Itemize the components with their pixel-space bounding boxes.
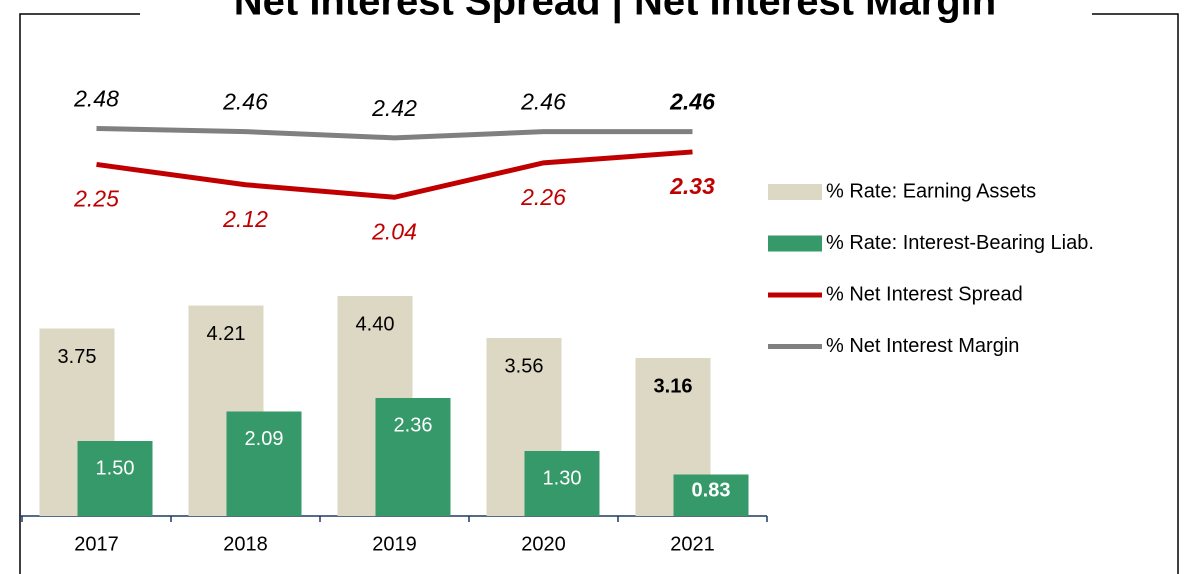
legend-swatch <box>768 235 822 252</box>
line <box>96 149 693 200</box>
legend-label: % Net Interest Spread <box>826 283 1023 305</box>
value-label: 2.26 <box>520 184 566 210</box>
value-label: 1.50 <box>96 457 135 479</box>
x-tick-label: 2017 <box>74 533 119 555</box>
legend-label: % Rate: Interest-Bearing Liab. <box>826 232 1094 254</box>
x-tick-label: 2020 <box>521 533 566 555</box>
value-label: 2.42 <box>371 95 417 121</box>
value-label: 2.48 <box>73 86 119 112</box>
value-label: 2.46 <box>669 89 715 115</box>
x-tick-label: 2021 <box>670 533 715 555</box>
bar <box>226 411 302 516</box>
value-label: 2.46 <box>520 89 566 115</box>
frame-left <box>19 13 140 574</box>
value-label: 4.21 <box>207 323 246 345</box>
value-label: 2.09 <box>245 428 284 450</box>
value-label: 2.46 <box>222 89 268 115</box>
legend-label: % Rate: Earning Assets <box>826 180 1036 202</box>
frame-right <box>1092 13 1179 574</box>
value-label: 2.36 <box>394 414 433 436</box>
value-label: 2.33 <box>669 173 715 199</box>
legend-swatch <box>768 184 822 200</box>
line <box>96 126 693 141</box>
bar <box>77 441 153 516</box>
value-label: 2.12 <box>222 206 268 232</box>
legend-label: % Net Interest Margin <box>826 335 1019 357</box>
x-tick-label: 2018 <box>223 533 268 555</box>
value-label: 2.04 <box>371 218 417 244</box>
x-tick-label: 2019 <box>372 533 417 555</box>
value-label: 3.56 <box>505 355 544 377</box>
value-label: 3.16 <box>654 375 693 397</box>
chart-title: Net Interest Spread | Net Interest Margi… <box>234 0 996 24</box>
value-label: 4.40 <box>356 313 395 335</box>
bar <box>524 451 600 516</box>
value-label: 0.83 <box>692 480 731 502</box>
bar <box>673 474 749 516</box>
bar <box>375 398 451 516</box>
value-label: 2.25 <box>73 186 119 212</box>
value-label: 1.30 <box>543 467 582 489</box>
value-label: 3.75 <box>58 346 97 368</box>
